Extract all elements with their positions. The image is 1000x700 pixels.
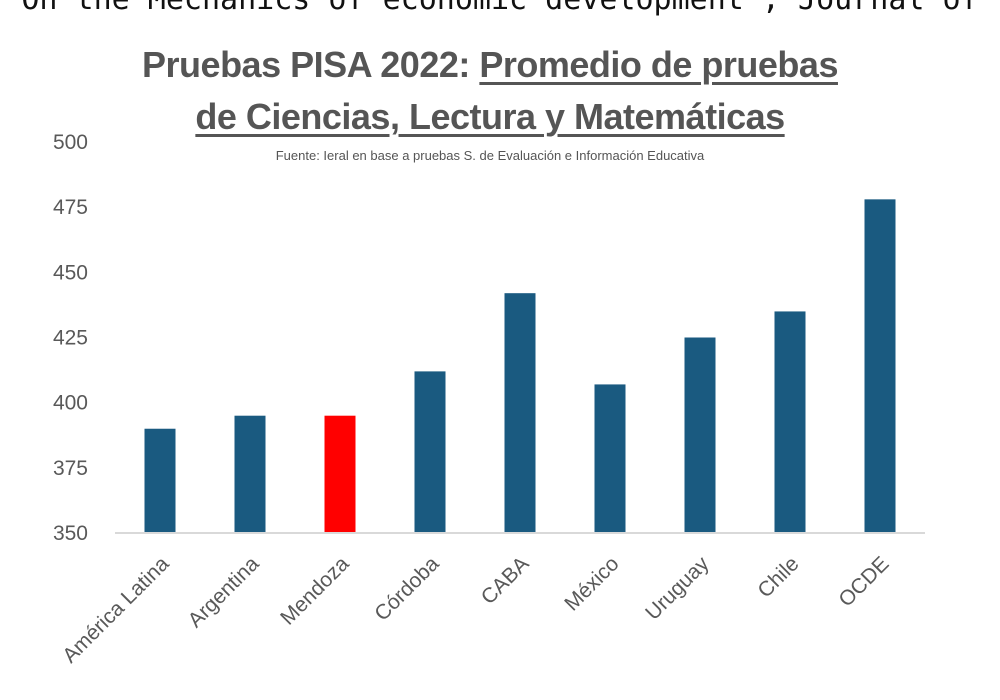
x-category-label: Uruguay — [641, 552, 714, 625]
bar-chile — [774, 311, 806, 533]
bar-argentina — [234, 415, 266, 533]
y-axis-ticks: 350 375 400 425 450 475 500 — [53, 131, 88, 545]
x-category-label: Mendoza — [276, 552, 354, 630]
bar-mendoza — [324, 415, 356, 533]
chart-title-line2: de Ciencias, Lectura y Matemáticas — [0, 96, 980, 138]
x-category-label: Córdoba — [370, 552, 443, 625]
bars — [144, 199, 896, 533]
x-category-label: América Latina — [58, 552, 174, 668]
y-tick-label: 425 — [53, 327, 88, 350]
bar-méxico — [594, 384, 626, 533]
y-tick-label: 475 — [53, 196, 88, 219]
y-tick-label: 400 — [53, 392, 88, 415]
bar-uruguay — [684, 337, 716, 533]
y-tick-label: 450 — [53, 261, 88, 284]
x-category-label: Argentina — [184, 552, 264, 632]
bar-córdoba — [414, 371, 446, 533]
x-category-label: México — [560, 552, 623, 615]
chart-title: Pruebas PISA 2022: Promedio de pruebas — [0, 44, 980, 86]
bar-ocde — [864, 199, 896, 533]
chart-title-part2: Promedio de pruebas — [479, 44, 838, 85]
x-category-label: OCDE — [834, 552, 893, 611]
chart-title-part1: Pruebas PISA 2022: — [142, 44, 480, 85]
y-tick-label: 350 — [53, 522, 88, 545]
x-axis-labels: América Latina Argentina Mendoza Córdoba CAB… — [58, 552, 893, 668]
y-tick-label: 500 — [53, 131, 88, 154]
bar-caba — [504, 293, 536, 533]
x-category-label: Chile — [753, 552, 803, 602]
chart-title-line2-text: de Ciencias, Lectura y Matemáticas — [195, 96, 785, 137]
chart-source: Fuente: Ieral en base a pruebas S. de Ev… — [275, 148, 705, 163]
bar-américa-latina — [144, 428, 176, 533]
cut-off-heading: On the Mechanics of economic development… — [0, 0, 1000, 17]
y-tick-label: 375 — [53, 457, 88, 480]
x-category-label: CABA — [477, 552, 534, 609]
